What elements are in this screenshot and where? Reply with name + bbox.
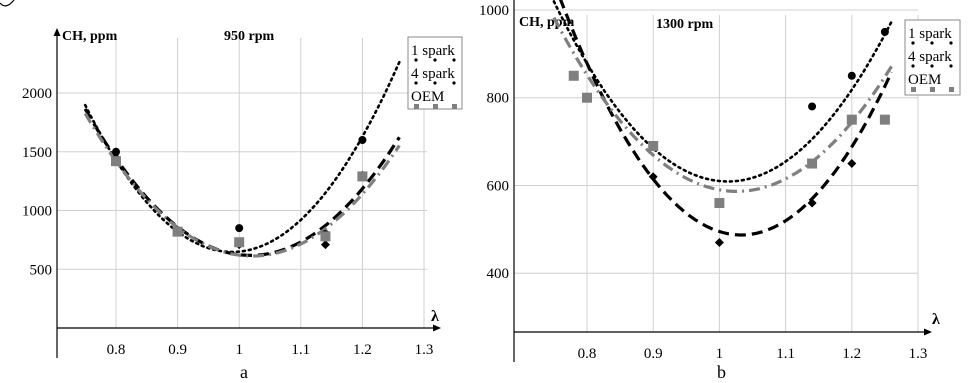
legend-entry-label: OEM [908,72,941,88]
legend: 1 spark 4 spark OEM [407,36,463,110]
x-tick-label: 1 [716,346,724,362]
y-tick-label: 1500 [22,145,52,161]
data-point-oem [582,92,592,103]
data-point-oem [807,158,818,169]
x-tick-label: 1.1 [776,346,795,362]
chart-title: 1300 rpm [656,17,714,32]
y-axis-arrow [53,28,61,36]
legend-swatch [949,64,953,68]
legend-swatch [452,58,456,62]
legend-swatch [949,87,954,92]
x-axis-arrow [924,328,932,336]
data-point-1-spark [847,71,856,80]
data-point-oem [879,114,890,125]
legend-swatch [911,64,915,68]
legend-swatch [452,104,457,109]
y-tick-label: 800 [487,91,510,107]
trend-line-4-spark [83,108,401,258]
corner-mark [0,0,15,7]
data-point-4-spark [847,159,857,169]
x-tick-label: 1.2 [842,346,861,362]
trend-line-oem [83,112,401,258]
data-point-oem [234,237,245,248]
chart-title: 950 rpm [224,29,275,44]
x-tick-label: 1.3 [415,342,434,358]
trend-line-1-spark [83,60,401,254]
x-tick-label: 0.8 [107,342,126,358]
data-point-1-spark [112,147,120,156]
legend-box [904,19,961,96]
trend-line-oem [552,16,893,194]
x-axis-label: λ [431,308,439,325]
legend-entry-label: 1 spark [411,43,455,59]
legend-swatch [433,104,438,109]
data-point-4-spark [807,198,817,208]
data-point-oem [320,231,331,242]
panel-label: b [717,362,726,382]
y-tick-label: 1000 [22,204,52,220]
x-tick-label: 0.8 [578,346,597,362]
data-point-1-spark [235,224,244,233]
data-point-oem [648,140,659,151]
legend: 1 spark 4 spark OEM [904,19,961,96]
legend-box [407,36,463,110]
panel-label: a [240,362,248,382]
data-point-4-spark [648,172,658,182]
legend-swatch [433,81,437,85]
data-point-oem [357,171,368,182]
data-point-oem [568,70,579,81]
legend-swatch [452,81,456,85]
legend-swatch [414,58,418,62]
data-point-1-spark [808,102,817,111]
chart-panel-b: 0.8 0.9 1 1.1 1.2 1.3 400 600 800 1000 CH, ppm 1300… [479,0,961,382]
data-point-4-spark [714,238,724,248]
x-tick-label: 1.1 [291,342,310,358]
data-point-1-spark [880,27,889,36]
legend-swatch [433,58,437,62]
legend-entry-label: 4 spark [908,49,952,65]
x-tick-label: 1.2 [353,342,372,358]
data-point-oem [846,114,857,125]
x-tick-label: 1 [235,342,243,358]
y-tick-label: 400 [487,266,510,282]
legend-entry-label: 1 spark [908,26,952,42]
legend-entry-label: 4 spark [411,66,455,82]
data-point-oem [172,226,183,237]
y-axis-label: CH, ppm [519,15,575,30]
x-tick-label: 0.9 [168,342,187,358]
x-axis-label: λ [932,311,940,328]
trend-line-4-spark [558,0,893,237]
legend-swatch [911,41,915,45]
legend-swatch [930,41,934,45]
chart-panel-a: 0.8 0.9 1 1.1 1.2 1.3 500 1000 1500 2000 CH, ppm 95… [22,28,463,382]
legend-swatch [414,81,418,85]
data-point-1-spark [358,136,367,144]
y-tick-label: 1000 [479,3,509,19]
y-tick-label: 2000 [22,86,52,102]
legend-entry-label: OEM [411,89,444,105]
x-tick-label: 1.3 [909,346,928,362]
legend-swatch [949,41,953,45]
y-tick-label: 600 [487,178,510,194]
legend-swatch [930,87,935,92]
data-point-oem [111,156,121,167]
legend-swatch [911,87,916,92]
y-axis-label: CH, ppm [62,29,118,44]
legend-swatch [414,104,419,109]
legend-swatch [930,64,934,68]
data-point-4-spark [320,240,330,250]
trend-line-1-spark [552,0,893,183]
x-tick-label: 0.9 [644,346,663,362]
y-tick-label: 500 [30,262,53,278]
x-axis-arrow [433,324,441,332]
data-point-oem [714,198,725,209]
